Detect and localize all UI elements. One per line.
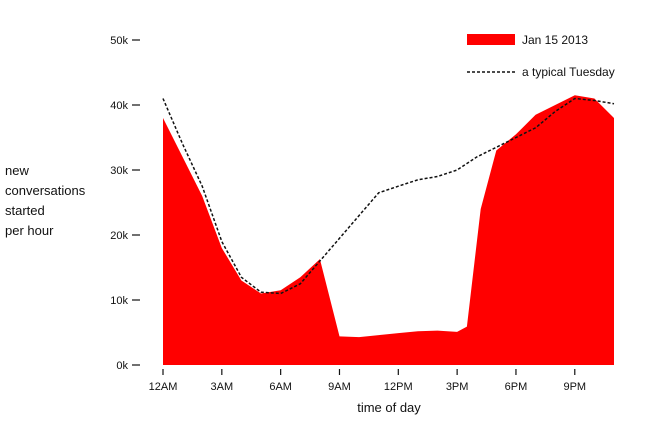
series-area-jan-15-2013: [163, 95, 614, 366]
x-axis: 12AM 3AM 6AM 9AM 12PM 3PM 6PM 9PM: [149, 369, 586, 393]
y-axis-title-line: started: [5, 203, 45, 218]
legend: Jan 15 2013 a typical Tuesday: [467, 33, 615, 79]
y-tick-label: 50k: [110, 35, 128, 47]
x-axis-title: time of day: [357, 400, 421, 415]
series-line-typical-tuesday: [162, 97, 615, 295]
y-axis-title: new conversations started per hour: [5, 163, 86, 238]
legend-label-jan-15-2013: Jan 15 2013: [522, 33, 588, 47]
legend-label-typical-tuesday: a typical Tuesday: [522, 65, 615, 79]
y-tick-label: 20k: [110, 230, 128, 242]
y-axis-title-line: new: [5, 163, 29, 178]
y-axis-title-line: per hour: [5, 223, 54, 238]
x-tick-label: 9PM: [563, 381, 586, 393]
y-tick-label: 30k: [110, 165, 128, 177]
x-tick-label: 9AM: [328, 381, 351, 393]
x-tick-label: 12AM: [149, 381, 178, 393]
legend-swatch-jan-15-2013: [467, 34, 515, 45]
y-axis: 0k 10k 20k 30k 40k 50k: [110, 35, 140, 372]
x-tick-label: 3PM: [446, 381, 469, 393]
y-tick-label: 40k: [110, 100, 128, 112]
x-tick-label: 6AM: [269, 381, 292, 393]
x-tick-label: 12PM: [384, 381, 413, 393]
x-tick-label: 3AM: [211, 381, 234, 393]
y-tick-label: 0k: [116, 360, 128, 372]
y-axis-title-line: conversations: [5, 183, 86, 198]
plot-area: [162, 95, 615, 366]
y-tick-label: 10k: [110, 295, 128, 307]
x-tick-label: 6PM: [505, 381, 528, 393]
